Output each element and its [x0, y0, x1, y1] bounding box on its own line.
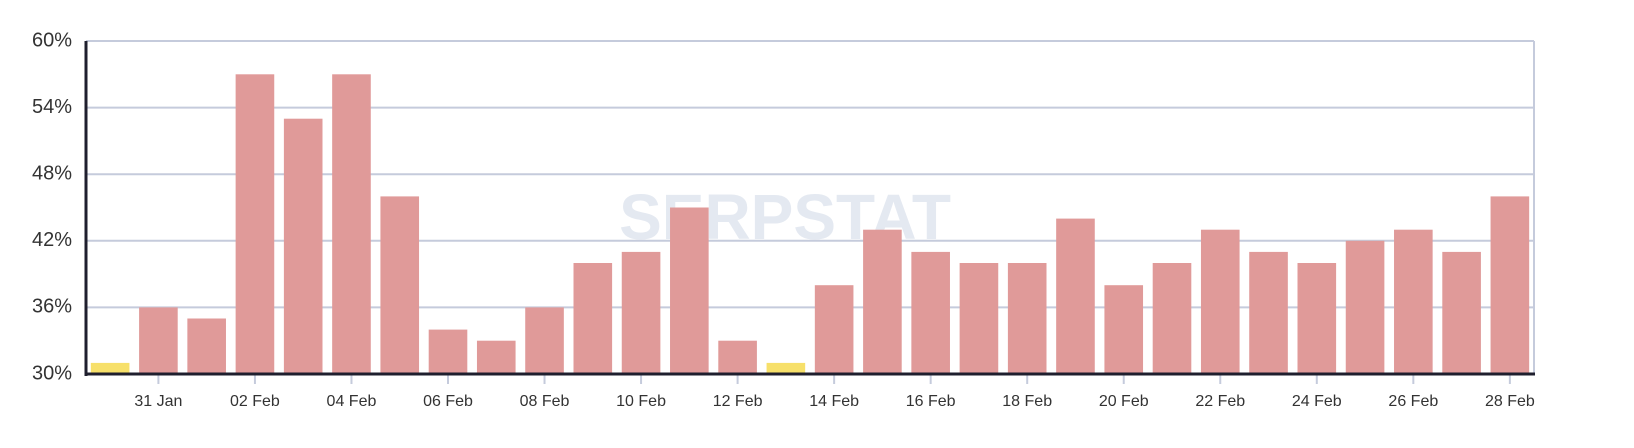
x-tick-label: 16 Feb — [906, 393, 956, 410]
bar — [380, 196, 420, 374]
bar — [670, 207, 709, 374]
x-tick-label: 12 Feb — [713, 393, 763, 410]
x-tick-label: 08 Feb — [520, 393, 570, 410]
x-tick-label: 10 Feb — [616, 393, 666, 410]
y-tick-label: 42% — [32, 229, 72, 251]
bar — [525, 307, 564, 374]
y-tick-label: 30% — [32, 362, 72, 384]
bar — [621, 251, 661, 374]
y-tick-label: 48% — [32, 162, 72, 184]
bar — [911, 251, 950, 374]
bar — [814, 285, 854, 374]
x-tick-label: 02 Feb — [230, 393, 280, 410]
x-tick-label: 28 Feb — [1485, 393, 1535, 410]
y-tick-label: 60% — [32, 29, 72, 51]
bar — [1442, 251, 1481, 374]
bar — [1297, 263, 1337, 374]
bar — [1490, 196, 1530, 374]
bar — [1152, 263, 1192, 374]
bar — [1249, 251, 1288, 374]
bar — [1345, 240, 1385, 374]
bar — [187, 318, 226, 374]
y-tick-label: 54% — [32, 96, 72, 118]
x-tick-label: 24 Feb — [1292, 393, 1342, 410]
bar — [332, 74, 371, 375]
bar — [863, 229, 902, 374]
x-tick-label: 26 Feb — [1388, 393, 1438, 410]
bar — [573, 263, 613, 374]
bar — [235, 74, 275, 375]
bar — [139, 307, 178, 374]
bar — [1104, 285, 1144, 374]
bar — [1056, 218, 1095, 374]
bar — [718, 340, 757, 374]
bar — [428, 329, 468, 374]
x-tick-label: 20 Feb — [1099, 393, 1149, 410]
x-tick-label: 06 Feb — [423, 393, 473, 410]
bar — [283, 118, 323, 374]
bar — [766, 362, 806, 374]
bar — [959, 263, 999, 374]
x-tick-label: 14 Feb — [809, 393, 859, 410]
bar — [1200, 229, 1240, 374]
bar — [90, 362, 130, 374]
x-tick-label: 04 Feb — [327, 393, 377, 410]
bar — [1007, 263, 1047, 374]
bar — [476, 340, 516, 374]
bar — [1394, 229, 1433, 374]
x-tick-label: 22 Feb — [1195, 393, 1245, 410]
y-tick-label: 36% — [32, 296, 72, 318]
x-tick-label: 31 Jan — [134, 393, 182, 410]
x-tick-label: 18 Feb — [1002, 393, 1052, 410]
